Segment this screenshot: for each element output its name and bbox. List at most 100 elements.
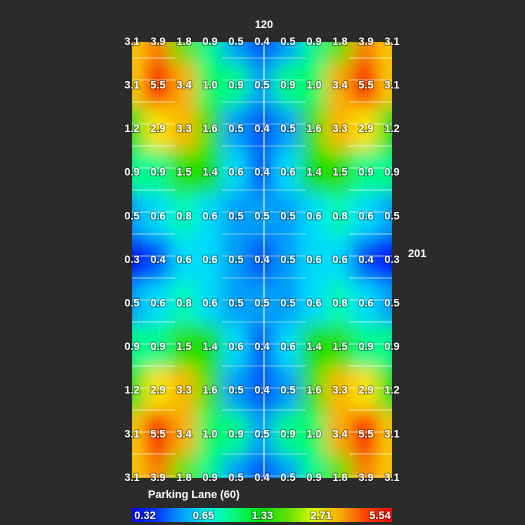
value-label: 0.5 xyxy=(254,80,269,92)
value-label: 0.4 xyxy=(254,254,270,266)
value-label: 1.4 xyxy=(202,167,218,179)
value-label: 0.5 xyxy=(228,472,243,484)
value-label: 1.4 xyxy=(202,341,218,353)
value-label: 0.5 xyxy=(254,428,269,440)
value-label: 1.8 xyxy=(176,472,191,484)
value-label: 0.8 xyxy=(332,210,347,222)
value-label: 1.5 xyxy=(332,341,347,353)
heat-cell xyxy=(132,324,146,370)
value-label: 1.0 xyxy=(202,428,217,440)
heat-cell xyxy=(248,324,276,370)
value-label: 3.1 xyxy=(124,472,139,484)
heat-cell xyxy=(326,324,354,370)
heat-cell xyxy=(222,455,250,478)
value-label: 1.8 xyxy=(332,36,347,48)
value-label: 0.4 xyxy=(254,36,270,48)
heat-cell xyxy=(274,150,302,196)
value-label: 1.5 xyxy=(332,167,347,179)
value-label: 0.5 xyxy=(124,298,139,310)
value-label: 0.8 xyxy=(332,298,347,310)
value-label: 0.9 xyxy=(358,167,373,179)
heat-cell xyxy=(326,411,354,458)
heat-cell xyxy=(326,280,354,327)
value-label: 1.8 xyxy=(176,36,191,48)
value-label: 3.3 xyxy=(176,123,191,135)
heat-cell xyxy=(248,237,276,283)
heat-cell xyxy=(248,411,276,458)
heat-cell xyxy=(132,106,146,152)
heat-cell xyxy=(300,368,328,414)
bottom-label: Parking Lane (60) xyxy=(148,489,240,501)
heat-cell xyxy=(378,280,392,327)
value-label: 0.5 xyxy=(384,298,399,310)
value-label: 2.9 xyxy=(358,123,373,135)
heat-cell xyxy=(170,42,198,65)
heat-cell xyxy=(378,237,392,283)
value-label: 0.5 xyxy=(228,254,243,266)
heat-cell xyxy=(170,455,198,478)
value-label: 0.9 xyxy=(228,428,243,440)
value-label: 3.1 xyxy=(384,36,399,48)
heat-cell xyxy=(222,42,250,65)
heat-cell xyxy=(144,280,172,327)
heat-cell xyxy=(352,106,380,152)
heat-cell xyxy=(352,237,380,283)
heat-cell xyxy=(222,411,250,458)
value-label: 1.2 xyxy=(384,123,399,135)
value-label: 0.6 xyxy=(306,298,321,310)
heat-cell xyxy=(274,368,302,414)
value-label: 1.6 xyxy=(202,385,217,397)
value-label: 0.4 xyxy=(150,254,166,266)
scale-tick-label: 0.32 xyxy=(134,510,155,522)
heat-cell xyxy=(248,368,276,414)
value-label: 0.5 xyxy=(228,385,243,397)
heat-cell xyxy=(326,237,354,283)
heat-cell xyxy=(378,62,392,109)
heat-cell xyxy=(378,368,392,414)
value-label: 3.9 xyxy=(150,36,165,48)
value-label: 3.9 xyxy=(150,472,165,484)
heat-cell xyxy=(132,237,146,283)
heat-cell xyxy=(248,150,276,196)
value-label: 3.3 xyxy=(332,385,347,397)
scale-tick-label: 2.71 xyxy=(310,510,331,522)
heat-cell xyxy=(222,237,250,283)
top-label: 120 xyxy=(255,19,273,31)
value-label: 5.5 xyxy=(358,80,373,92)
heat-cell xyxy=(144,42,172,65)
value-label: 0.6 xyxy=(228,341,243,353)
value-label: 1.2 xyxy=(124,385,139,397)
heat-cell xyxy=(196,150,224,196)
heat-cell xyxy=(248,280,276,327)
heat-cell xyxy=(274,237,302,283)
heat-cell xyxy=(274,280,302,327)
value-label: 3.4 xyxy=(332,428,348,440)
value-label: 0.6 xyxy=(306,254,321,266)
heat-cell xyxy=(352,411,380,458)
value-label: 0.5 xyxy=(384,210,399,222)
heat-cell xyxy=(132,455,146,478)
value-label: 3.4 xyxy=(176,428,192,440)
value-label: 0.4 xyxy=(254,167,270,179)
value-label: 0.4 xyxy=(254,385,270,397)
heat-cell xyxy=(274,62,302,109)
value-label: 0.6 xyxy=(306,210,321,222)
heat-cell xyxy=(132,368,146,414)
value-label: 0.9 xyxy=(202,472,217,484)
value-label: 0.9 xyxy=(306,36,321,48)
heat-cell xyxy=(352,368,380,414)
value-label: 0.6 xyxy=(358,298,373,310)
heat-cell xyxy=(300,324,328,370)
heat-cell xyxy=(300,193,328,240)
value-label: 0.5 xyxy=(280,210,295,222)
heat-area xyxy=(132,42,392,478)
value-label: 1.8 xyxy=(332,472,347,484)
value-label: 3.1 xyxy=(124,428,139,440)
value-label: 0.4 xyxy=(254,341,270,353)
value-label: 0.9 xyxy=(228,80,243,92)
value-label: 0.5 xyxy=(280,472,295,484)
value-label: 0.3 xyxy=(384,254,399,266)
heat-cell xyxy=(196,455,224,478)
heat-cell xyxy=(274,411,302,458)
heat-cell xyxy=(196,324,224,370)
